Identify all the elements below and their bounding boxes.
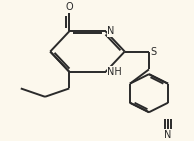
Text: S: S (151, 47, 157, 57)
Text: NH: NH (107, 67, 122, 77)
Text: N: N (107, 26, 115, 36)
Text: N: N (164, 130, 172, 140)
Text: O: O (65, 2, 73, 12)
